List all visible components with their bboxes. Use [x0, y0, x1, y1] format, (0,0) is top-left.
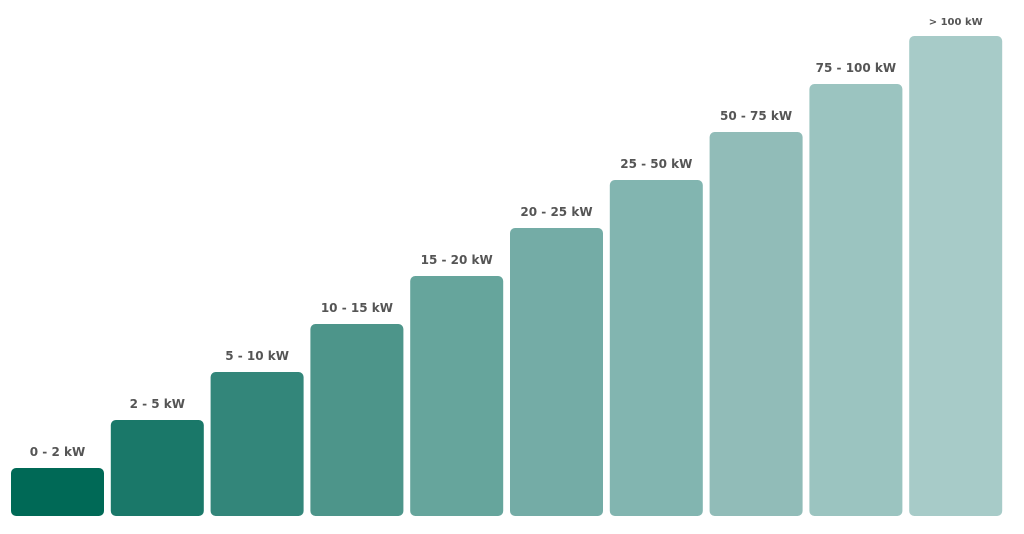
- bar-label-2: 2 - 5 kW: [130, 397, 185, 411]
- bar-label-10: > 100 kW: [929, 17, 983, 28]
- bar-label-6: 20 - 25 kW: [520, 205, 592, 219]
- bars-group: [11, 36, 1003, 516]
- bar-3: [210, 372, 304, 516]
- bar-label-5: 15 - 20 kW: [421, 253, 493, 267]
- bar-8: [709, 132, 803, 516]
- bar-10: [909, 36, 1003, 516]
- bar-label-1: 0 - 2 kW: [30, 445, 85, 459]
- bar-1: [11, 468, 104, 516]
- bar-6: [510, 228, 603, 516]
- bar-label-8: 50 - 75 kW: [720, 109, 792, 123]
- bar-7: [609, 180, 703, 516]
- bar-label-7: 25 - 50 kW: [620, 157, 692, 171]
- bar-4: [310, 324, 404, 516]
- bar-label-3: 5 - 10 kW: [225, 349, 289, 363]
- bar-label-4: 10 - 15 kW: [321, 301, 393, 315]
- bar-2: [110, 420, 204, 516]
- bar-5: [410, 276, 504, 516]
- bar-9: [809, 84, 903, 516]
- bar-label-9: 75 - 100 kW: [816, 61, 896, 75]
- labels-group: 0 - 2 kW 2 - 5 kW 5 - 10 kW 10 - 15 kW 15 - …: [30, 17, 983, 459]
